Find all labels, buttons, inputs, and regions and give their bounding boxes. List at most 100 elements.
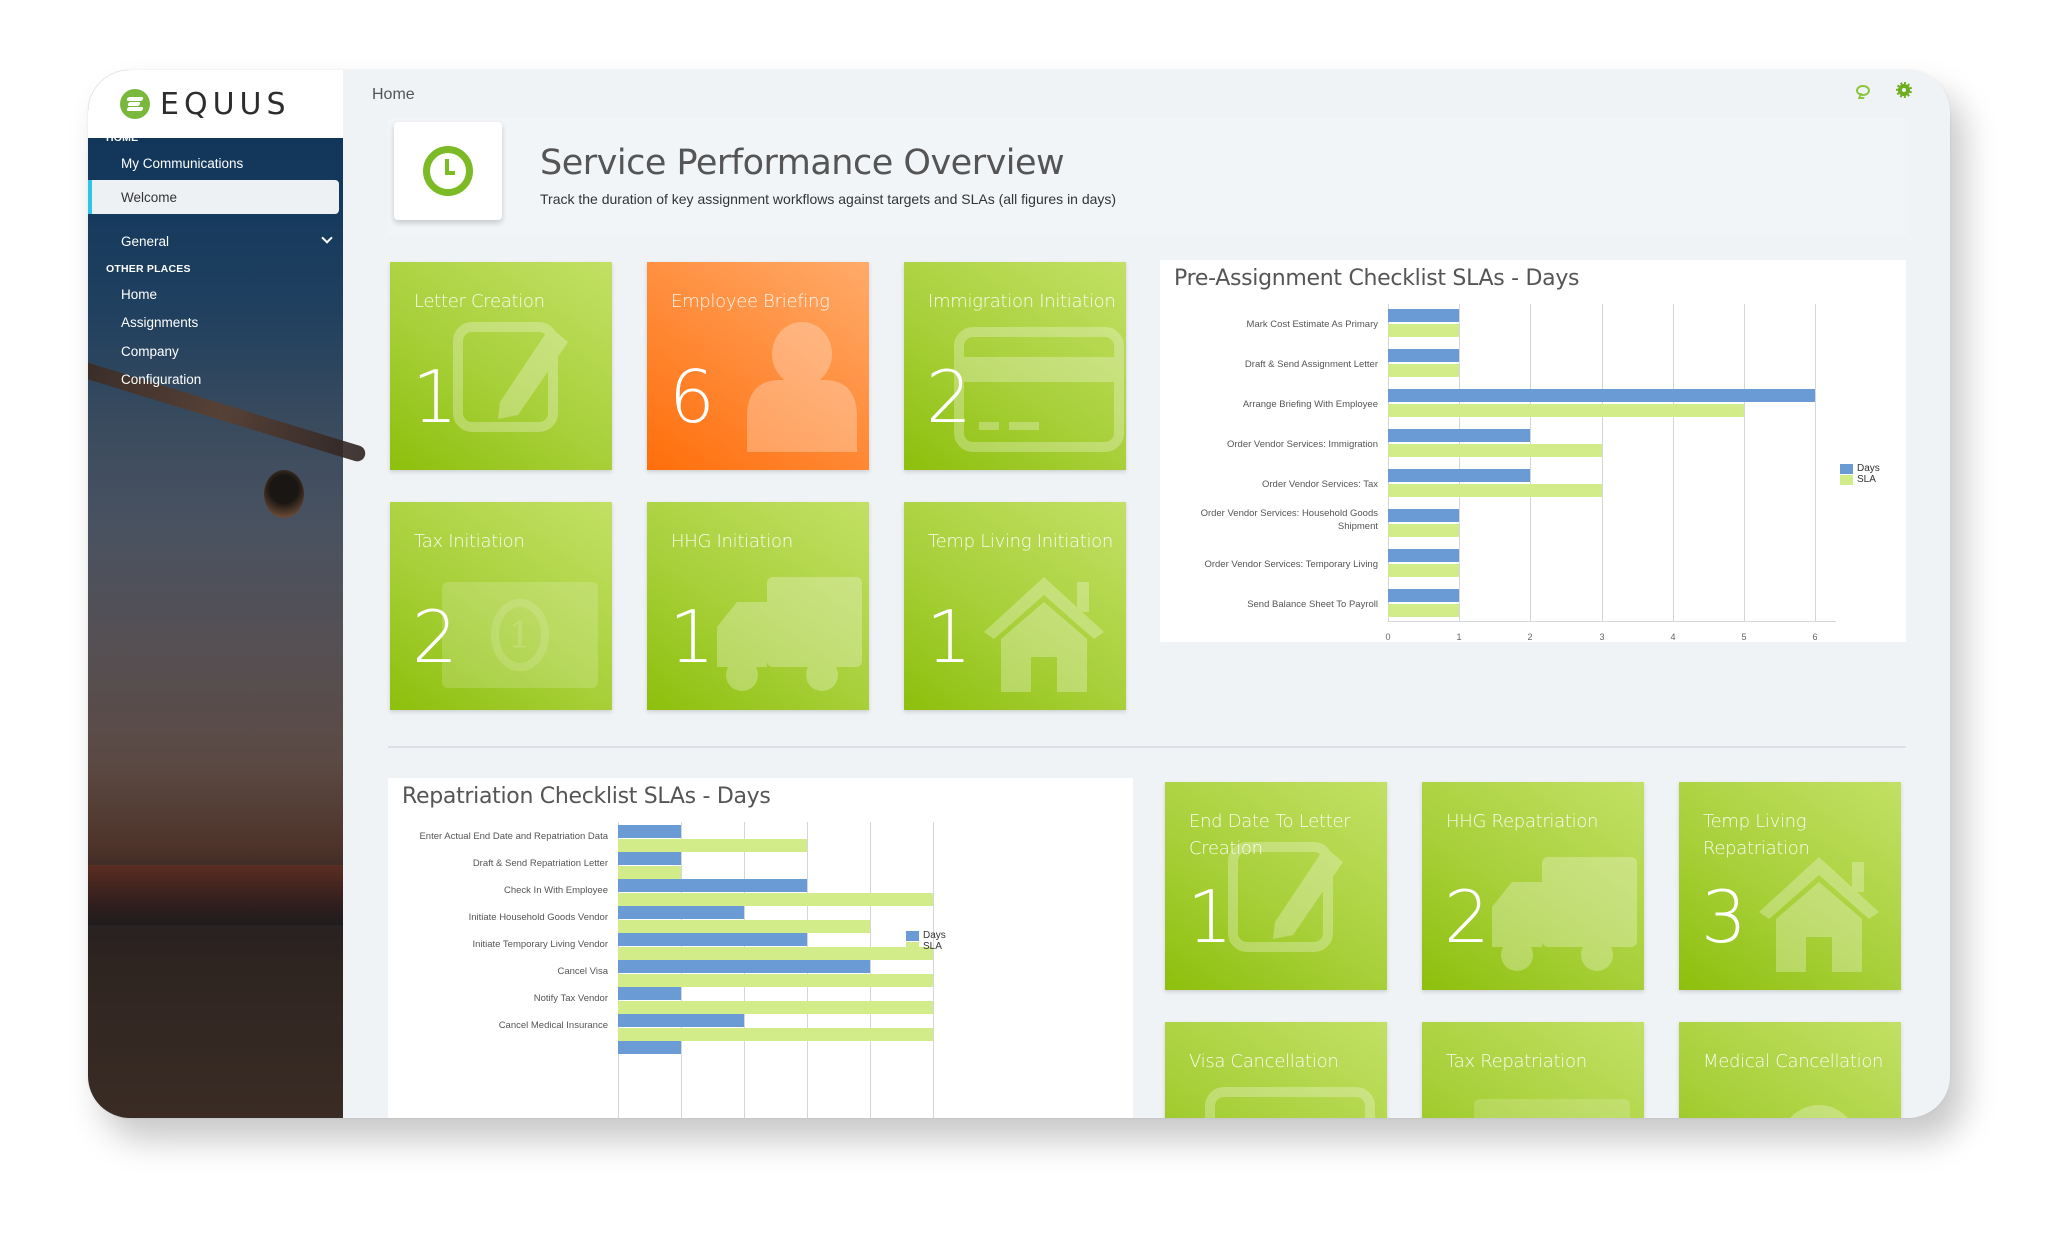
- sidebar-item-welcome[interactable]: Welcome: [88, 180, 339, 214]
- tile-letter-creation[interactable]: Letter Creation 1: [390, 262, 612, 470]
- tile-label: Temp Living Repatriation: [1703, 811, 1810, 859]
- repatriation-chart: Repatriation Checklist SLAs - Days Enter…: [388, 778, 1133, 1118]
- category-label: Cancel Medical Insurance: [498, 1020, 608, 1031]
- bar-days[interactable]: [1388, 589, 1459, 602]
- logo[interactable]: EQUUS: [88, 70, 343, 138]
- sidebar-item-general[interactable]: General: [88, 224, 343, 258]
- bar-sla[interactable]: [618, 920, 870, 933]
- sidebar-item-company[interactable]: Company: [121, 343, 179, 359]
- edit-icon: [453, 322, 568, 432]
- bar-days[interactable]: [1388, 309, 1459, 322]
- bar-sla[interactable]: [618, 1028, 933, 1041]
- bar-days[interactable]: [618, 852, 681, 865]
- equus-logo-icon: [120, 89, 150, 119]
- bar-sla[interactable]: [1388, 564, 1459, 577]
- bar-days[interactable]: [618, 933, 807, 946]
- bar-sla[interactable]: [1388, 604, 1459, 617]
- bar-days[interactable]: [1388, 469, 1530, 482]
- money-icon: 1: [442, 582, 598, 688]
- tile-employee-briefing[interactable]: Employee Briefing 6: [647, 262, 869, 470]
- bar-sla[interactable]: [1388, 364, 1459, 377]
- bar-sla[interactable]: [618, 947, 933, 960]
- tile-medical-cancellation[interactable]: Medical Cancellation: [1679, 1022, 1901, 1118]
- bar-days[interactable]: [1388, 509, 1459, 522]
- credit-card-icon: [1205, 1087, 1375, 1118]
- page-subtitle: Track the duration of key assignment wor…: [540, 191, 1117, 207]
- x-tick: 1: [1456, 632, 1462, 642]
- bar-sla[interactable]: [618, 839, 807, 852]
- sidebar-item-general-label: General: [121, 233, 170, 249]
- top-toolbar: [1856, 82, 1912, 98]
- legend-label: SLA: [923, 941, 942, 952]
- bar-sla[interactable]: [618, 866, 681, 879]
- tile-value: 1: [669, 595, 715, 679]
- bar-days[interactable]: [1388, 549, 1459, 562]
- tile-value: 1: [1187, 875, 1233, 959]
- tile-hhg-initiation[interactable]: HHG Initiation 1: [647, 502, 869, 710]
- tile-label: Medical Cancellation: [1703, 1051, 1884, 1072]
- tile-label: Employee Briefing: [671, 291, 830, 312]
- bar-sla[interactable]: [618, 974, 933, 987]
- app-window: EQUUS HOME My Communications Welcome Gen…: [88, 70, 1950, 1118]
- bar-sla[interactable]: [1388, 484, 1602, 497]
- x-tick: 2: [1527, 632, 1533, 642]
- bar-days[interactable]: [618, 906, 744, 919]
- tile-value: 1: [412, 355, 458, 439]
- bar-days[interactable]: [618, 987, 681, 1000]
- category-label: Initiate Temporary Living Vendor: [472, 939, 608, 950]
- category-label: Initiate Household Goods Vendor: [468, 912, 608, 923]
- tile-temp-living-repatriation[interactable]: Temp Living Repatriation 3: [1679, 782, 1901, 990]
- sidebar-item-configuration[interactable]: Configuration: [121, 371, 202, 387]
- bar-sla[interactable]: [618, 1001, 933, 1014]
- category-label: Order Vendor Services: Temporary Living: [1204, 559, 1378, 570]
- tile-hhg-repatriation[interactable]: HHG Repatriation 2: [1422, 782, 1644, 990]
- tile-temp-living-initiation[interactable]: Temp Living Initiation 1: [904, 502, 1126, 710]
- bar-days[interactable]: [618, 825, 681, 838]
- tile-end-date-to-letter-creation[interactable]: End Date To Letter Creation 1: [1165, 782, 1387, 990]
- bar-days[interactable]: [1388, 429, 1530, 442]
- x-tick: 6: [1812, 632, 1818, 642]
- bar-days[interactable]: [618, 879, 807, 892]
- chart-plot-area: Mark Cost Estimate As Primary Draft & Se…: [1201, 304, 1836, 642]
- tile-label: Immigration Initiation: [928, 291, 1116, 312]
- sidebar-item-assignments[interactable]: Assignments: [121, 314, 199, 330]
- category-label: Notify Tax Vendor: [533, 993, 608, 1004]
- tile-tax-initiation[interactable]: Tax Initiation 2 1: [390, 502, 612, 710]
- tile-value: 6: [669, 355, 715, 439]
- legend-label: SLA: [1857, 474, 1876, 485]
- tile-tax-repatriation[interactable]: Tax Repatriation: [1422, 1022, 1644, 1118]
- tile-value: 3: [1701, 875, 1747, 959]
- tile-visa-cancellation[interactable]: Visa Cancellation: [1165, 1022, 1387, 1118]
- x-tick: 3: [1599, 632, 1605, 642]
- user-icon: [747, 322, 857, 452]
- bar-days[interactable]: [1388, 349, 1459, 362]
- pre-assignment-chart: Pre-Assignment Checklist SLAs - Days Mar…: [1160, 260, 1906, 642]
- x-tick: 4: [1670, 632, 1676, 642]
- legend-swatch-sla: [906, 941, 919, 952]
- bar-days[interactable]: [618, 960, 870, 973]
- tile-label: Letter Creation: [414, 291, 545, 312]
- x-tick: 0: [1385, 632, 1391, 642]
- category-label: Check In With Employee: [503, 885, 608, 896]
- tile-label: HHG Repatriation: [1446, 811, 1599, 832]
- bar-sla[interactable]: [1388, 324, 1459, 337]
- breadcrumb[interactable]: Home: [372, 86, 415, 103]
- tile-label: Visa Cancellation: [1189, 1051, 1339, 1072]
- tile-label: Temp Living Initiation: [928, 531, 1113, 552]
- bar-sla[interactable]: [1388, 524, 1459, 537]
- gear-icon[interactable]: [1896, 82, 1912, 98]
- sidebar-item-home[interactable]: Home: [121, 286, 158, 302]
- chat-icon[interactable]: [1856, 84, 1870, 96]
- bar-days[interactable]: [1388, 389, 1815, 402]
- header-icon-box: [394, 122, 502, 220]
- sidebar-item-my-communications[interactable]: My Communications: [121, 155, 244, 171]
- bar-sla[interactable]: [618, 893, 933, 906]
- bar-days[interactable]: [618, 1014, 744, 1027]
- tile-immigration-initiation[interactable]: Immigration Initiation 2: [904, 262, 1126, 470]
- bar-sla[interactable]: [1388, 404, 1744, 417]
- section-divider: [388, 746, 1906, 748]
- bar-sla[interactable]: [1388, 444, 1602, 457]
- bar-days[interactable]: [618, 1041, 681, 1054]
- category-label: Order Vendor Services: Tax: [1262, 479, 1378, 490]
- legend-swatch-sla: [1840, 474, 1853, 485]
